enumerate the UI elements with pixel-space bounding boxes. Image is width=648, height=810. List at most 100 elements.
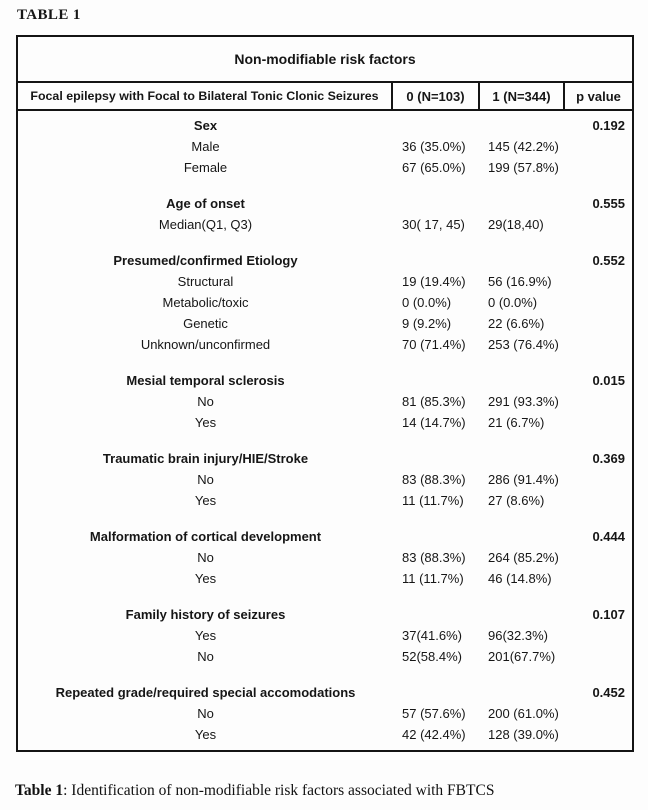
value-col1: 0 (0.0%) <box>488 295 538 310</box>
value-col1: 145 (42.2%) <box>488 139 559 154</box>
sub-row: No 52(58.4%) 201(67.7%) <box>18 646 632 667</box>
sub-row: Unknown/unconfirmed 70 (71.4%) 253 (76.4%) <box>18 334 632 355</box>
sub-row: Yes 11 (11.7%) 46 (14.8%) <box>18 568 632 589</box>
factor-group-row: Presumed/confirmed Etiology 0.552 <box>18 250 632 271</box>
group-spacer <box>18 667 632 682</box>
sub-label: Genetic <box>183 316 228 331</box>
col-header-p: p value <box>576 88 621 104</box>
value-col1: 291 (93.3%) <box>488 394 559 409</box>
p-value: 0.444 <box>592 529 625 544</box>
sub-row: Yes 14 (14.7%) 21 (6.7%) <box>18 412 632 433</box>
value-col0: 42 (42.4%) <box>402 727 466 742</box>
value-col0: 57 (57.6%) <box>402 706 466 721</box>
value-col1: 21 (6.7%) <box>488 415 545 430</box>
factor-group-row: Sex 0.192 <box>18 115 632 136</box>
table-caption: Table 1: Identification of non-modifiabl… <box>15 782 494 800</box>
value-col1: 128 (39.0%) <box>488 727 559 742</box>
sub-label: Female <box>183 160 228 175</box>
col-header-factor: Focal epilepsy with Focal to Bilateral T… <box>18 83 393 109</box>
risk-factors-table: Non-modifiable risk factors Focal epilep… <box>16 35 634 752</box>
factor-group-row: Age of onset 0.555 <box>18 193 632 214</box>
value-col0: 19 (19.4%) <box>402 274 466 289</box>
group-spacer <box>18 433 632 448</box>
sub-label: Yes <box>194 571 217 586</box>
value-col1: 286 (91.4%) <box>488 472 559 487</box>
sub-label: Yes <box>194 628 217 643</box>
p-value: 0.552 <box>592 253 625 268</box>
value-col1: 46 (14.8%) <box>488 571 552 586</box>
factor-label: Age of onset <box>166 196 245 211</box>
group-spacer <box>18 235 632 250</box>
value-col0: 70 (71.4%) <box>402 337 466 352</box>
group-spacer <box>18 355 632 370</box>
group-spacer <box>18 589 632 604</box>
factor-label: Presumed/confirmed Etiology <box>113 253 298 268</box>
sub-row: Structural 19 (19.4%) 56 (16.9%) <box>18 271 632 292</box>
sub-label: Unknown/unconfirmed <box>140 337 271 352</box>
value-col0: 83 (88.3%) <box>402 550 466 565</box>
caption-text: : Identification of non-modifiable risk … <box>63 782 495 799</box>
sub-label: Metabolic/toxic <box>162 295 249 310</box>
p-value: 0.369 <box>592 451 625 466</box>
sub-row: Genetic 9 (9.2%) 22 (6.6%) <box>18 313 632 334</box>
caption-label: Table 1 <box>15 782 64 799</box>
sub-row: Metabolic/toxic 0 (0.0%) 0 (0.0%) <box>18 292 632 313</box>
table-column-header-row: Focal epilepsy with Focal to Bilateral T… <box>18 83 632 111</box>
value-col0: 67 (65.0%) <box>402 160 466 175</box>
sub-row: No 83 (88.3%) 264 (85.2%) <box>18 547 632 568</box>
sub-label: No <box>197 472 214 487</box>
p-value: 0.107 <box>592 607 625 622</box>
table-heading: TABLE 1 <box>17 7 81 23</box>
sub-row: Yes 11 (11.7%) 27 (8.6%) <box>18 490 632 511</box>
sub-row: No 81 (85.3%) 291 (93.3%) <box>18 391 632 412</box>
factor-group-row: Traumatic brain injury/HIE/Stroke 0.369 <box>18 448 632 469</box>
value-col1: 264 (85.2%) <box>488 550 559 565</box>
value-col1: 199 (57.8%) <box>488 160 559 175</box>
group-spacer <box>18 511 632 526</box>
factor-group-row: Family history of seizures 0.107 <box>18 604 632 625</box>
value-col1: 22 (6.6%) <box>488 316 545 331</box>
sub-row: Yes 37(41.6%) 96(32.3%) <box>18 625 632 646</box>
sub-label: Yes <box>194 727 217 742</box>
sub-row: Female 67 (65.0%) 199 (57.8%) <box>18 157 632 178</box>
factor-group-row: Repeated grade/required special accomoda… <box>18 682 632 703</box>
value-col0: 81 (85.3%) <box>402 394 466 409</box>
group-spacer <box>18 178 632 193</box>
sub-label: No <box>197 394 214 409</box>
sub-row: No 83 (88.3%) 286 (91.4%) <box>18 469 632 490</box>
p-value: 0.015 <box>592 373 625 388</box>
sub-label: No <box>197 550 214 565</box>
sub-row: Median(Q1, Q3) 30( 17, 45) 29(18,40) <box>18 214 632 235</box>
factor-label: Family history of seizures <box>125 607 286 622</box>
value-col0: 30( 17, 45) <box>402 217 465 232</box>
value-col1: 200 (61.0%) <box>488 706 559 721</box>
sub-label: No <box>197 649 214 664</box>
value-col1: 253 (76.4%) <box>488 337 559 352</box>
factor-group-row: Mesial temporal sclerosis 0.015 <box>18 370 632 391</box>
value-col0: 52(58.4%) <box>402 649 462 664</box>
value-col0: 0 (0.0%) <box>402 295 452 310</box>
sub-label: Median(Q1, Q3) <box>158 217 253 232</box>
sub-label: Yes <box>194 415 217 430</box>
p-value: 0.555 <box>592 196 625 211</box>
table-body: Sex 0.192 Male 36 (35.0%) 145 (42.2%) Female 6… <box>18 111 632 750</box>
value-col0: 9 (9.2%) <box>402 316 452 331</box>
factor-group-row: Malformation of cortical development 0.44… <box>18 526 632 547</box>
sub-label: Male <box>191 139 220 154</box>
value-col1: 29(18,40) <box>488 217 544 232</box>
p-value: 0.452 <box>592 685 625 700</box>
sub-row: Yes 42 (42.4%) 128 (39.0%) <box>18 724 632 745</box>
sub-row: Male 36 (35.0%) 145 (42.2%) <box>18 136 632 157</box>
value-col0: 36 (35.0%) <box>402 139 466 154</box>
p-value: 0.192 <box>592 118 625 133</box>
value-col1: 27 (8.6%) <box>488 493 545 508</box>
factor-label: Malformation of cortical development <box>89 529 322 544</box>
table-title: Non-modifiable risk factors <box>18 37 632 83</box>
sub-label: Yes <box>194 493 217 508</box>
value-col1: 96(32.3%) <box>488 628 548 643</box>
value-col0: 83 (88.3%) <box>402 472 466 487</box>
value-col0: 37(41.6%) <box>402 628 462 643</box>
value-col1: 201(67.7%) <box>488 649 556 664</box>
col-header-n1: 1 (N=344) <box>480 83 565 109</box>
